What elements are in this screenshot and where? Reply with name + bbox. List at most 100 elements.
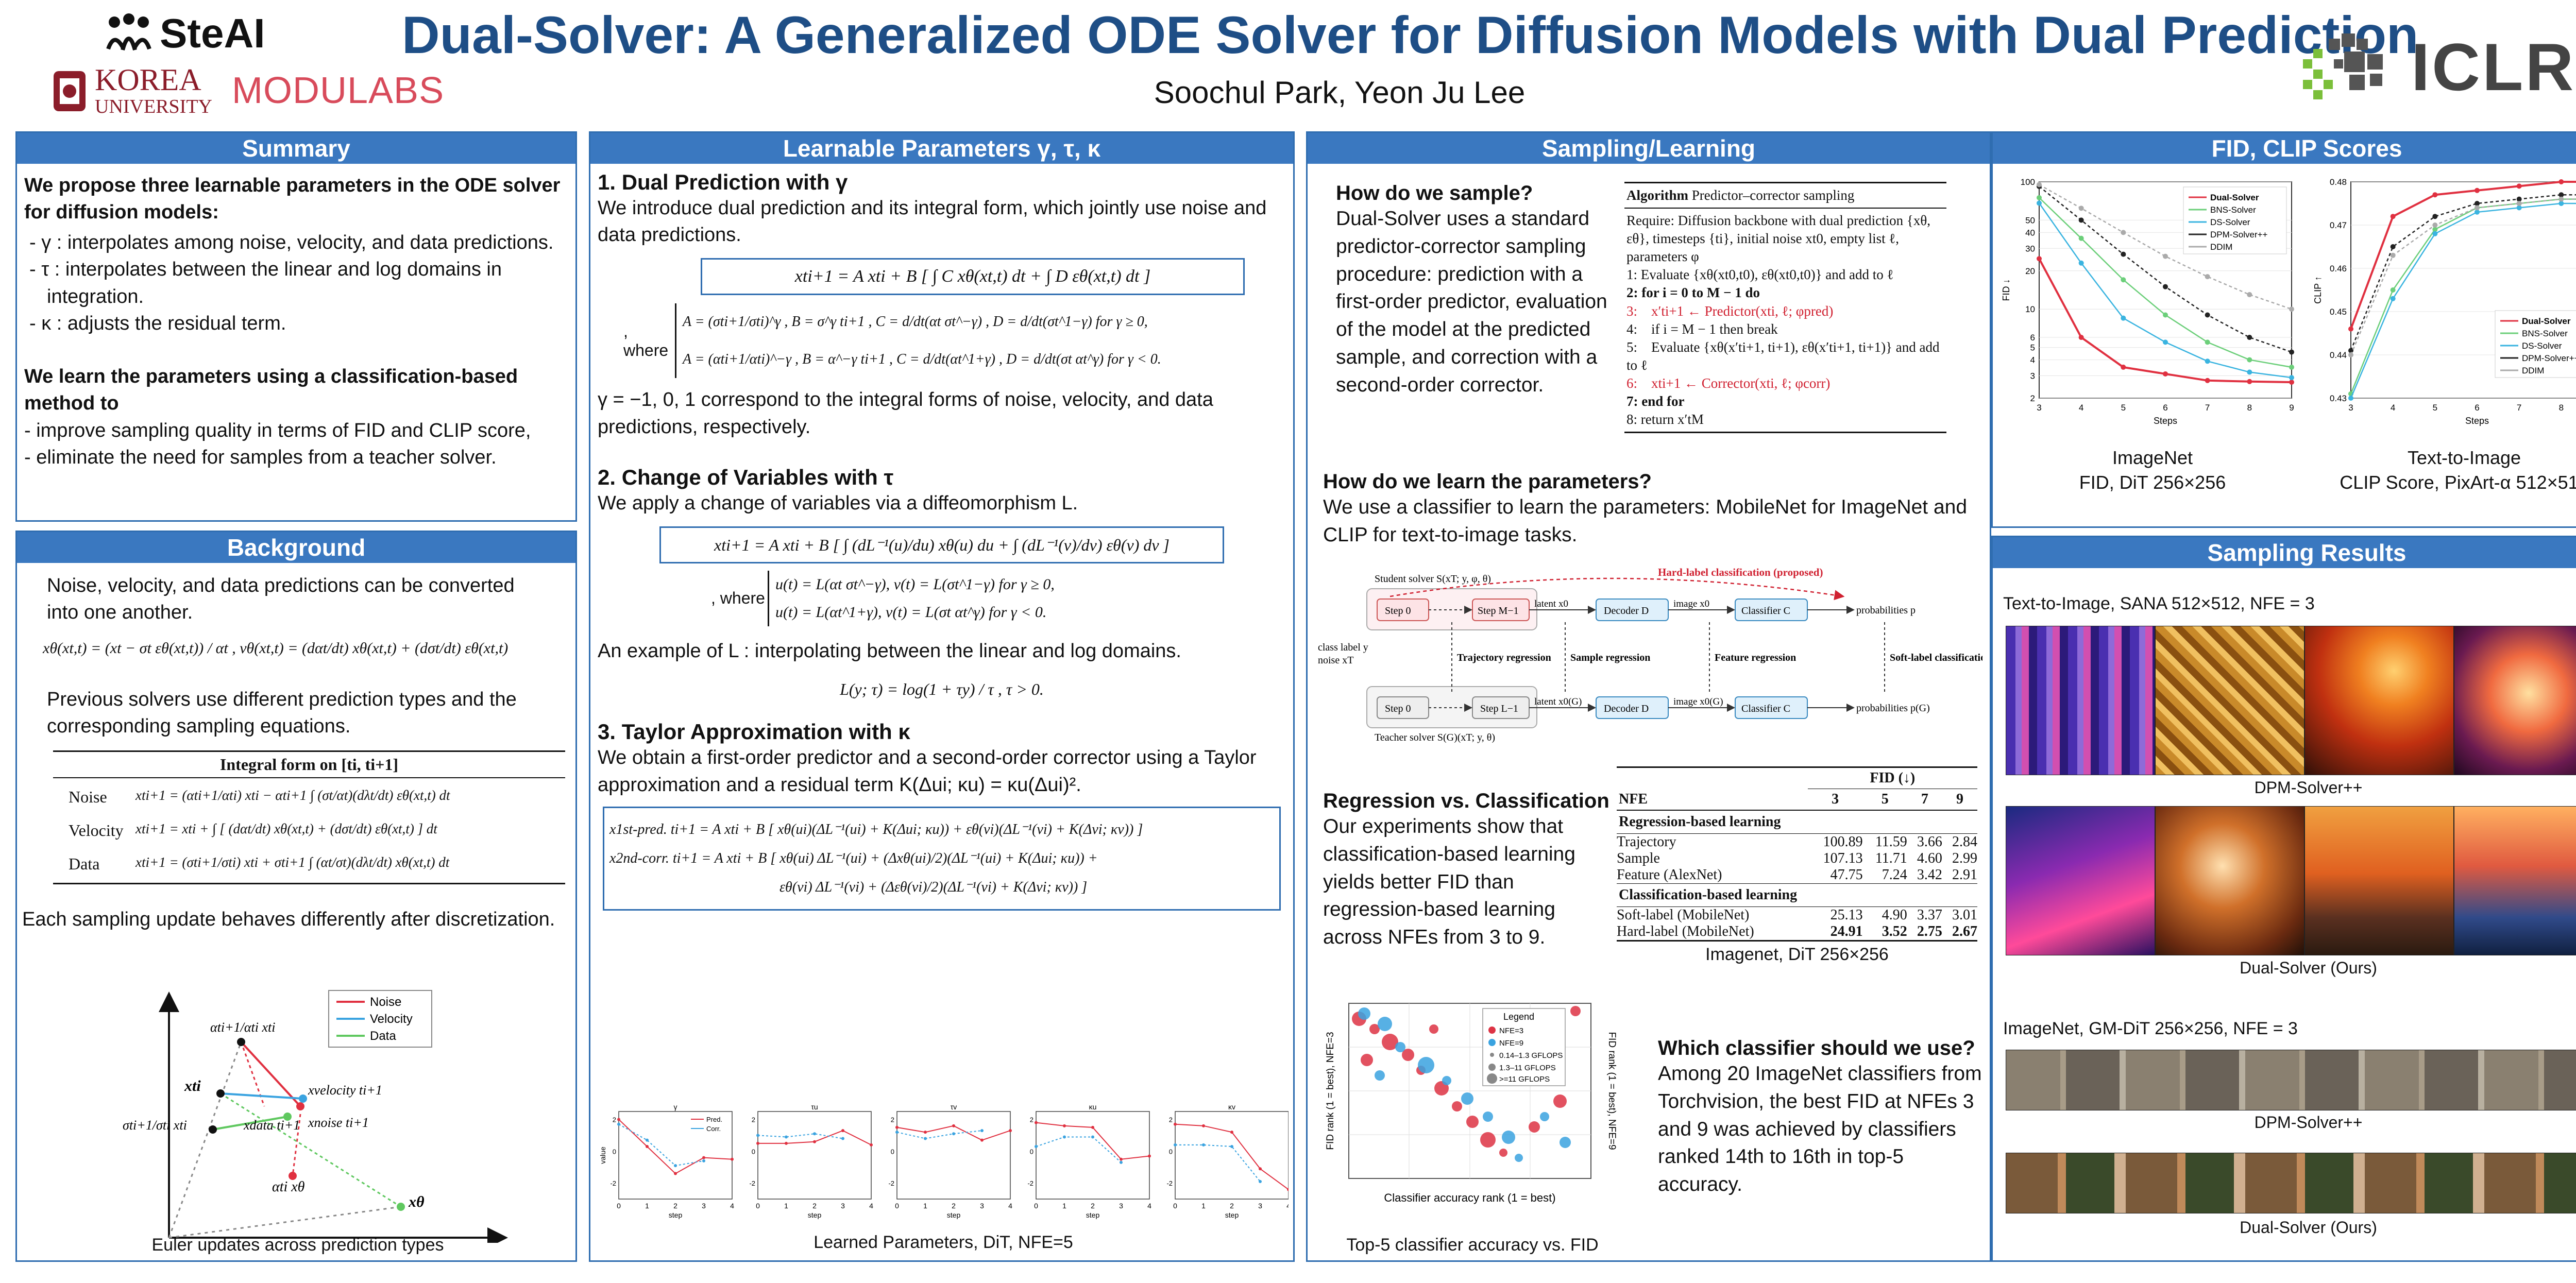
table-row-name: Soft-label (MobileNet) <box>1617 906 1750 923</box>
row-noise-name: Noise <box>69 787 107 806</box>
x-tick-label: 4 <box>2391 403 2395 413</box>
data-point <box>2289 306 2294 312</box>
imagenet-ours-strip <box>2006 1153 2576 1213</box>
mini-data-point <box>924 1131 927 1134</box>
mini-plot-frame <box>1175 1111 1289 1200</box>
scatter-ylabel-right: FID rank (1 = best), NFE=9 <box>1606 1032 1617 1150</box>
legend-noise: Noise <box>370 995 401 1009</box>
data-point <box>2558 179 2564 184</box>
table-row-name: Hard-label (MobileNet) <box>1617 923 1754 939</box>
s3-p1: We obtain a first-order predictor and a … <box>598 747 1257 796</box>
integral-table: Integral form on [ti, ti+1] Noise xti+1 =… <box>53 750 565 884</box>
table-nfe: NFE <box>1619 791 1648 807</box>
mini-y-tick: -2 <box>888 1179 894 1187</box>
t2i-dpm-image-1 <box>2006 626 2155 775</box>
s3-eq1: x1st-pred. ti+1 = A xti + B [ xθ(ui)(ΔL⁻… <box>609 822 1143 838</box>
s3-eq3: εθ(vi) ΔL⁻¹(vi) + (Δεθ(vi)/2)(ΔL⁻¹(vi) +… <box>779 879 1088 896</box>
mini-plot-title: τu <box>811 1103 818 1111</box>
table-cell: 107.13 <box>1823 850 1863 866</box>
data-point <box>2390 287 2396 293</box>
scatter-legend-nfe9: NFE=9 <box>1499 1039 1523 1048</box>
x-tick-label: 5 <box>2433 403 2437 413</box>
iclr-mosaic-icon <box>2303 33 2383 99</box>
data-point <box>2289 364 2294 370</box>
x-tick-label: 4 <box>2079 403 2083 413</box>
table-cell: 3.42 <box>1917 866 1942 883</box>
label-noise: xnoise ti+1 <box>308 1115 369 1130</box>
mini-series-line <box>896 1130 982 1139</box>
summary-bullet-fid: - improve sampling quality in terms of F… <box>24 419 531 441</box>
s2-eq: xti+1 = A xti + B [ ∫ (dL⁻¹(u)/du) xθ(u)… <box>659 526 1224 563</box>
diagram-feature: Feature regression <box>1715 652 1796 663</box>
table-col-9: 9 <box>1956 791 1963 807</box>
x-tick-label: 3 <box>2348 403 2353 413</box>
label-velocity: xvelocity ti+1 <box>308 1083 382 1098</box>
y-tick-label: 0.46 <box>2330 264 2347 273</box>
background-caption: Euler updates across prediction types <box>151 1235 444 1255</box>
data-point <box>2348 348 2353 353</box>
diagram-classifier-bottom: Classifier C <box>1741 703 1790 714</box>
y-axis-label: CLIP ↑ <box>2313 276 2323 304</box>
data-point <box>2078 217 2084 223</box>
learning-diagram: Student solver S(xT; y, φ, θ) Teacher so… <box>1318 566 1982 743</box>
authors: Soochul Park, Yeon Ju Lee <box>1154 75 1526 110</box>
summary-bullet-teacher: - eliminate the need for samples from a … <box>24 446 497 468</box>
algo-line-3: 3: x′ti+1 ← Predictor(xti, ℓ; φpred) <box>1626 303 1834 319</box>
legend-label: BNS-Solver <box>2522 329 2568 338</box>
mini-data-point <box>785 1141 788 1145</box>
s1-case2: A = (αti+1/αti)^−γ , B = α^−γ ti+1 , C =… <box>683 351 1161 367</box>
mini-data-point <box>841 1129 844 1133</box>
mini-x-tick: 2 <box>952 1202 956 1210</box>
mini-plot-title: τv <box>951 1103 957 1111</box>
table-row-name: Trajectory <box>1617 833 1676 850</box>
table-cell: 24.91 <box>1830 923 1863 939</box>
imagenet-title: ImageNet, GM-DiT 256×256, NFE = 3 <box>2003 1019 2298 1038</box>
data-point <box>2205 312 2210 318</box>
legend-box <box>2495 310 2576 378</box>
q2-answer: We use a classifier to learn the paramet… <box>1323 496 1968 546</box>
data-point <box>2078 235 2084 241</box>
s3-eq2: x2nd-corr. ti+1 = A xti + B [ xθ(ui) ΔL⁻… <box>609 850 1098 867</box>
mini-data-point <box>674 1172 677 1175</box>
korea-text: KOREA <box>95 63 201 97</box>
mini-x-tick: 4 <box>1147 1202 1151 1210</box>
clip-caption-2: CLIP Score, PixArt-α 512×512 <box>2340 472 2576 493</box>
table-cell: 2.67 <box>1952 923 1977 939</box>
mini-x-label: step <box>808 1211 822 1219</box>
label-xtheta: xθ <box>408 1193 425 1210</box>
mini-x-tick: 3 <box>841 1202 845 1210</box>
integral-table-title: Integral form on [ti, ti+1] <box>53 752 565 778</box>
s2-p2: An example of L : interpolating between … <box>598 640 1181 662</box>
table-col-3: 3 <box>1832 791 1839 807</box>
background-heading: Background <box>17 532 575 563</box>
mini-x-tick: 3 <box>702 1202 706 1210</box>
row-velocity-name: Velocity <box>69 820 124 840</box>
mini-data-point <box>702 1159 705 1162</box>
scatter-xlabel: Classifier accuracy rank (1 = best) <box>1384 1191 1555 1204</box>
mini-data-point <box>756 1134 759 1137</box>
iclr-logo-text: ICLR <box>2411 29 2576 105</box>
row-noise-eq: xti+1 = (αti+1/αti) xti − αti+1 ∫ (σt/αt… <box>135 787 450 803</box>
diagram-teacher-stepL: Step L−1 <box>1480 703 1518 714</box>
diagram-teacher-step0: Step 0 <box>1385 703 1411 714</box>
data-point <box>2516 183 2522 189</box>
mini-y-tick: 2 <box>1030 1116 1033 1123</box>
mini-data-point <box>924 1137 927 1140</box>
table-cell: 7.24 <box>1882 866 1907 883</box>
legend-label: Dual-Solver <box>2522 316 2571 326</box>
mini-legend-label: Pred. <box>706 1116 722 1123</box>
mini-x-tick: 0 <box>1173 1202 1177 1210</box>
data-point <box>2121 315 2126 321</box>
data-point <box>2037 200 2042 206</box>
data-point <box>2205 274 2210 280</box>
legend-label: DDIM <box>2210 242 2232 252</box>
mini-x-tick: 1 <box>923 1202 927 1210</box>
x-tick-label: 6 <box>2475 403 2479 413</box>
data-point <box>2247 369 2252 375</box>
y-tick-label: 4 <box>2030 355 2035 365</box>
data-point <box>2475 205 2480 211</box>
y-tick-label: 0.43 <box>2330 394 2347 403</box>
mini-y-tick: 0 <box>613 1148 616 1155</box>
